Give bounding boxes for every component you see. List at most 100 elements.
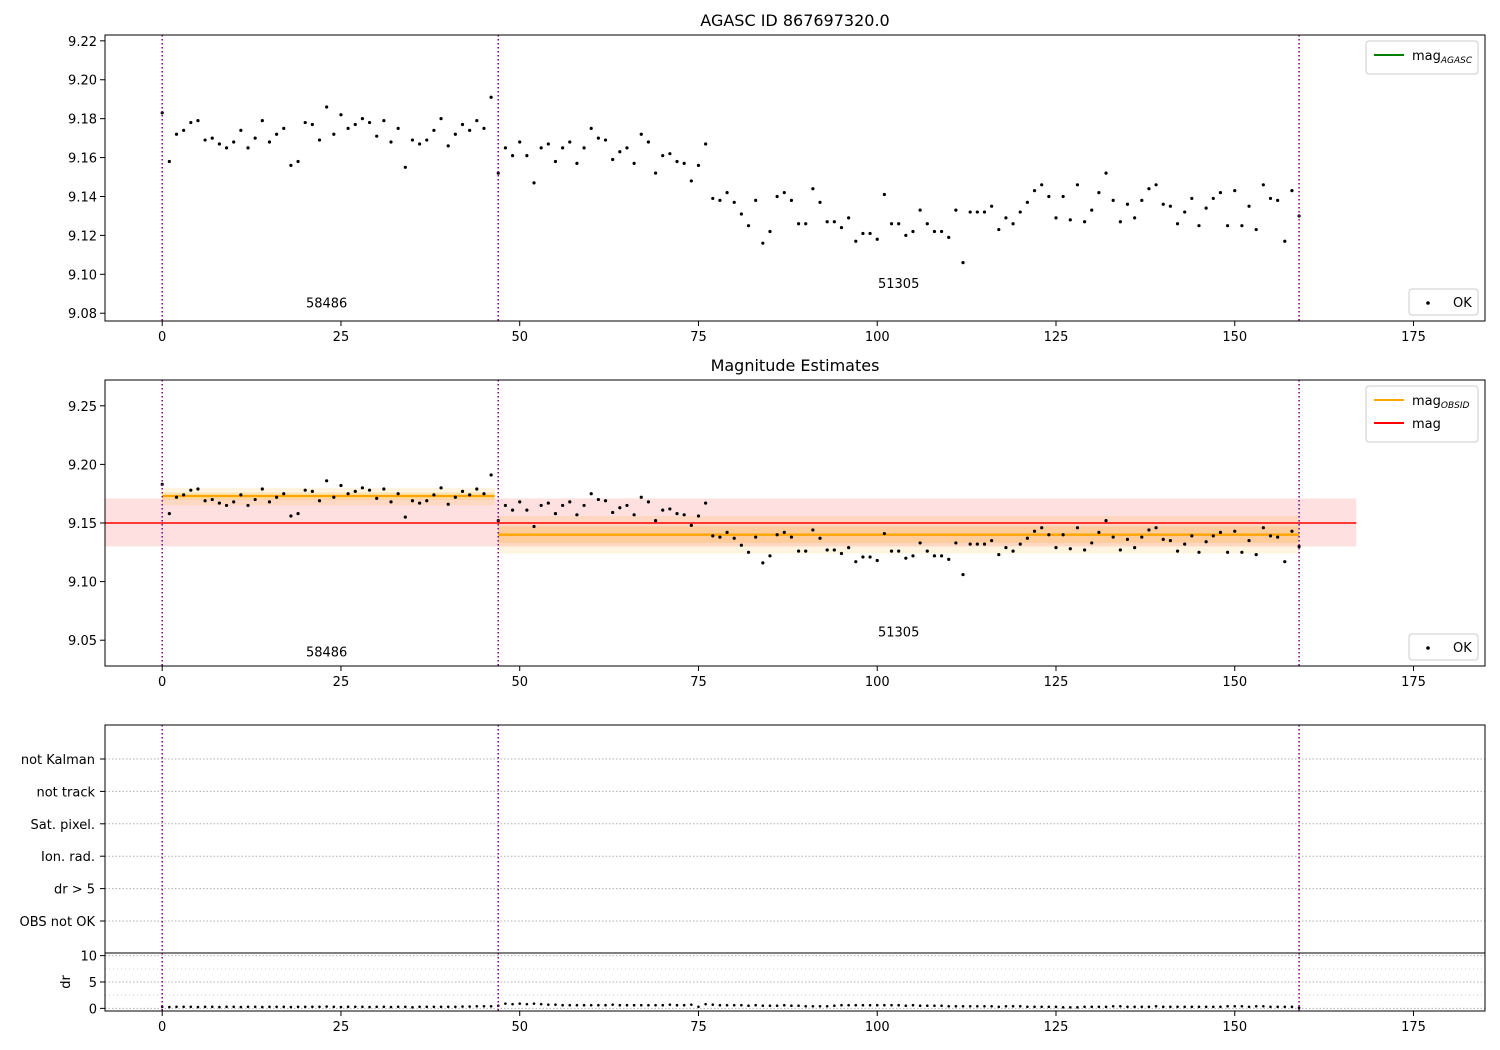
data-point xyxy=(775,194,779,199)
dr-point xyxy=(811,1004,815,1008)
dr-point xyxy=(775,1004,779,1008)
data-point xyxy=(282,126,286,130)
dr-point xyxy=(282,1005,286,1009)
dr-point xyxy=(475,1004,479,1008)
data-point xyxy=(854,239,858,243)
data-point xyxy=(1004,216,1008,220)
data-point xyxy=(1175,549,1180,553)
data-point xyxy=(1197,224,1201,228)
dr-point xyxy=(1211,1005,1215,1009)
x-tick-label: 125 xyxy=(1044,330,1069,345)
data-point xyxy=(1097,530,1101,534)
data-point xyxy=(1061,194,1065,199)
data-point xyxy=(796,549,801,553)
dr-point xyxy=(1090,1005,1094,1009)
data-point xyxy=(353,122,357,127)
data-point xyxy=(1090,541,1094,545)
data-point xyxy=(418,501,422,505)
data-point xyxy=(518,500,522,504)
data-point xyxy=(1025,536,1029,540)
data-point xyxy=(990,538,994,543)
data-point xyxy=(1047,194,1051,199)
data-point xyxy=(253,497,257,502)
data-point xyxy=(904,233,908,237)
data-point xyxy=(911,229,915,234)
data-point xyxy=(882,531,886,536)
data-point xyxy=(1183,210,1187,214)
dr-point xyxy=(1262,1004,1265,1008)
data-point xyxy=(632,161,636,166)
axes-frame xyxy=(104,34,1486,322)
legend-label: OK xyxy=(1453,641,1472,656)
dr-point xyxy=(840,1003,843,1007)
data-point xyxy=(739,543,743,547)
dr-point xyxy=(897,1003,900,1007)
dr-point xyxy=(196,1005,200,1009)
data-point xyxy=(367,488,372,492)
data-point xyxy=(997,227,1001,232)
data-point xyxy=(1075,183,1080,187)
data-point xyxy=(832,220,836,224)
data-point xyxy=(725,190,729,195)
data-point xyxy=(939,229,944,234)
dr-point xyxy=(1219,1005,1222,1009)
data-point xyxy=(939,554,944,558)
dr-point xyxy=(1011,1004,1015,1008)
data-point xyxy=(675,512,679,516)
data-point xyxy=(646,140,651,144)
data-point xyxy=(825,220,829,224)
data-point xyxy=(332,495,336,499)
dr-point xyxy=(411,1006,414,1009)
data-point xyxy=(1261,183,1265,187)
data-point xyxy=(1097,190,1101,195)
data-point xyxy=(503,146,508,150)
y-tick-label: 5 xyxy=(89,976,97,991)
dr-point xyxy=(618,1003,622,1007)
dr-point xyxy=(168,1005,171,1009)
data-point xyxy=(811,187,815,191)
y-tick-label: 10 xyxy=(80,950,97,965)
y-tick-label: 9.22 xyxy=(68,35,97,50)
data-point xyxy=(918,541,922,545)
data-point xyxy=(410,138,415,142)
data-point xyxy=(1011,222,1015,226)
data-point xyxy=(475,487,479,491)
data-point xyxy=(1068,218,1072,222)
data-point xyxy=(275,132,279,136)
panel-magnitude-estimates: 0 25 50 75 100 125 150 175 9.05 9.10 9.15 9.20 9.25 5… xyxy=(68,379,1486,690)
dr-point xyxy=(961,1004,965,1008)
data-point xyxy=(539,503,543,508)
data-point xyxy=(553,159,558,164)
data-point xyxy=(1240,224,1244,228)
dr-point xyxy=(1247,1005,1251,1009)
data-point xyxy=(1161,202,1165,206)
data-point xyxy=(396,492,400,496)
dr-point xyxy=(1004,1004,1008,1008)
dr-point xyxy=(325,1005,328,1008)
data-point xyxy=(196,119,200,123)
data-point xyxy=(918,208,922,212)
data-point xyxy=(1268,196,1273,201)
data-point xyxy=(632,513,636,517)
data-point xyxy=(746,224,751,228)
dr-point xyxy=(933,1004,936,1008)
dr-point xyxy=(1026,1005,1029,1009)
data-point xyxy=(389,140,393,144)
data-point xyxy=(1233,189,1237,193)
data-point xyxy=(1154,183,1158,187)
data-point xyxy=(718,535,722,539)
data-point xyxy=(925,549,929,553)
data-point xyxy=(889,222,894,226)
x-tick-label: 0 xyxy=(158,675,166,690)
data-point xyxy=(396,126,400,130)
obsid-label: 58486 xyxy=(306,296,347,311)
data-point xyxy=(296,512,300,516)
dr-point xyxy=(425,1005,429,1009)
data-point xyxy=(1247,538,1251,543)
dr-point xyxy=(1161,1005,1165,1009)
panel-flags: OBS not OK dr > 5 Ion. rad. Sat. pixel. not … xyxy=(20,724,1486,954)
data-point xyxy=(1154,526,1158,530)
x-tick-label: 25 xyxy=(333,1020,350,1035)
dr-point xyxy=(568,1003,572,1007)
data-point xyxy=(332,132,336,136)
